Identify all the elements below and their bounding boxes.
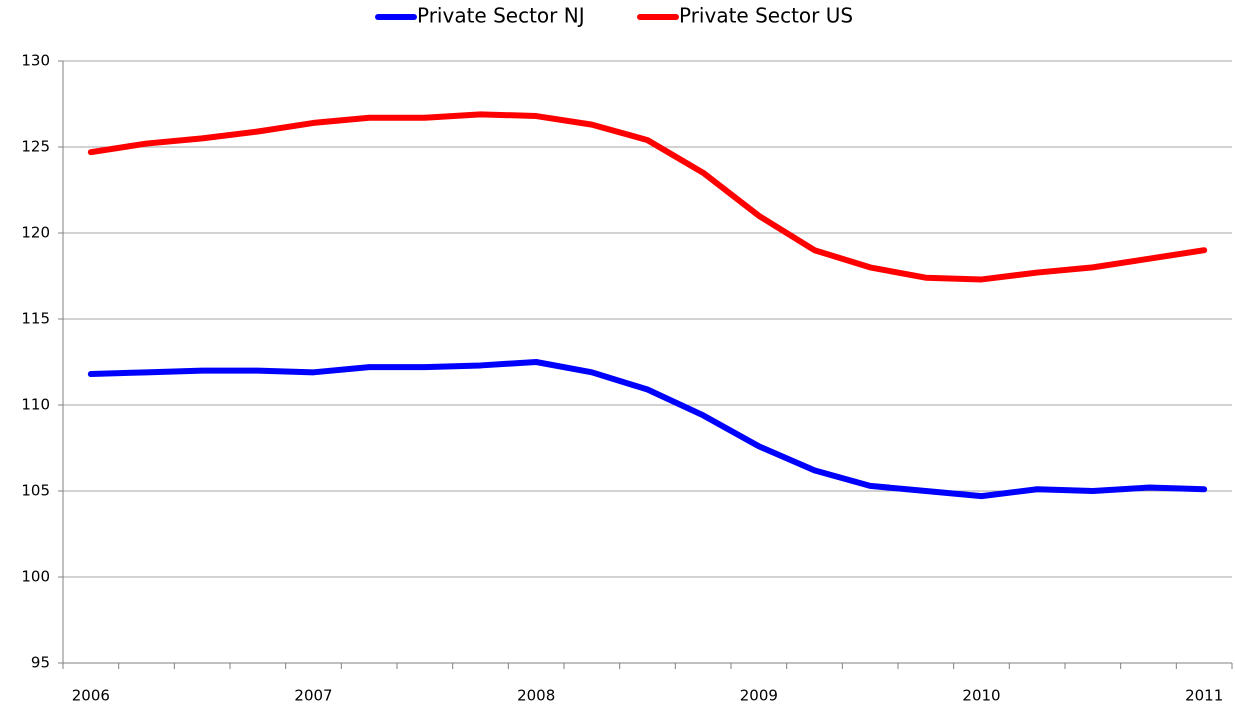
y-tick-label: 125 [21,138,50,156]
legend-label: Private Sector US [679,4,853,28]
y-tick-label: 95 [31,654,50,672]
y-tick-label: 110 [21,396,50,414]
line-series [87,359,1208,500]
y-tick-label: 115 [21,310,50,328]
x-tick-label: 2010 [962,687,1000,705]
y-tick-label: 105 [21,482,50,500]
x-tick-label: 2006 [72,687,110,705]
x-tick-label: 2009 [740,687,778,705]
x-tick-label: 2007 [294,687,332,705]
y-tick-label: 120 [21,224,50,242]
legend-label: Private Sector NJ [417,4,585,28]
y-tick-label: 130 [21,52,50,70]
x-tick-label: 2008 [517,687,555,705]
line-series [87,111,1208,283]
y-tick-label: 100 [21,568,50,586]
x-tick-label: 2011 [1185,687,1223,705]
